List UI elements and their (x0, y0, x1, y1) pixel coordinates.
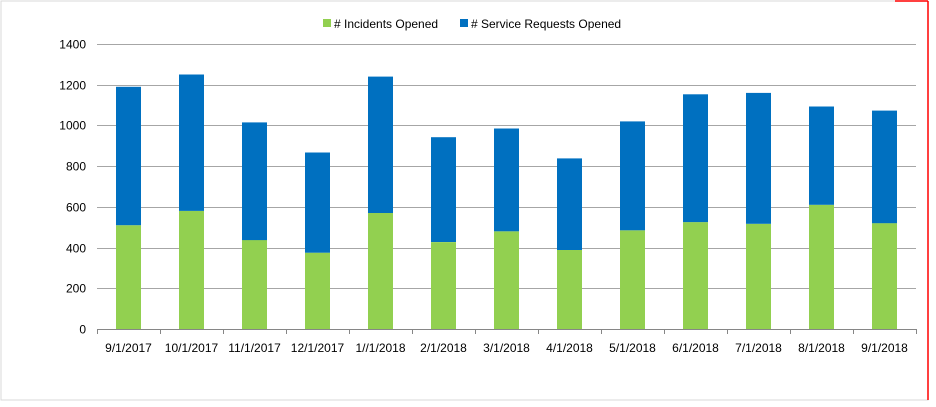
x-tick-label: 7/1/2018 (735, 341, 782, 355)
bar-service-requests-opened (494, 128, 519, 232)
x-tick-label: 11/1/2017 (228, 341, 281, 355)
bar-service-requests-opened (431, 137, 456, 242)
bar-service-requests-opened (305, 152, 330, 253)
bar-incidents-opened (746, 223, 771, 329)
x-tick-label: 8/1/2018 (798, 341, 845, 355)
bar-incidents-opened (179, 210, 204, 329)
x-tick-label: 6/1/2018 (672, 341, 719, 355)
x-tick-label: 5/1/2018 (609, 341, 656, 355)
bar-service-requests-opened (368, 76, 393, 213)
legend-swatch (323, 19, 331, 27)
x-tick-label: 2/1/2018 (420, 341, 467, 355)
y-tick-label: 1200 (59, 79, 86, 93)
bar-incidents-opened (494, 231, 519, 329)
bar-incidents-opened (368, 213, 393, 329)
legend-swatch (460, 19, 468, 27)
bar-incidents-opened (809, 204, 834, 329)
bars (116, 74, 897, 329)
bar-incidents-opened (116, 225, 141, 329)
bar-service-requests-opened (683, 94, 708, 223)
bar-service-requests-opened (746, 92, 771, 224)
bar-service-requests-opened (242, 122, 267, 241)
y-tick-label: 1000 (59, 119, 86, 133)
bar-service-requests-opened (809, 106, 834, 205)
bar-incidents-opened (557, 250, 582, 329)
legend-label: # Service Requests Opened (471, 17, 621, 31)
y-tick-label: 400 (66, 242, 86, 256)
bar-service-requests-opened (116, 86, 141, 226)
bar-incidents-opened (872, 223, 897, 329)
y-tick-label: 200 (66, 282, 86, 296)
x-tick-label: 1//1/2018 (355, 341, 405, 355)
x-tick-label: 10/1/2017 (165, 341, 219, 355)
x-tick-label: 3/1/2018 (483, 341, 530, 355)
y-axis: 0 200 400 600 800 1000 1200 1400 (59, 38, 86, 337)
bar-incidents-opened (620, 230, 645, 329)
x-tick-label: 9/1/2017 (105, 341, 152, 355)
bar-service-requests-opened (620, 121, 645, 231)
bar-incidents-opened (242, 240, 267, 329)
x-tick-label: 12/1/2017 (291, 341, 345, 355)
bar-service-requests-opened (179, 74, 204, 211)
x-tick-label: 9/1/2018 (861, 341, 908, 355)
y-tick-label: 0 (79, 323, 86, 337)
x-axis: 9/1/2017 10/1/2017 11/1/2017 12/1/2017 1//1/… (97, 329, 917, 355)
bar-service-requests-opened (872, 110, 897, 224)
y-tick-label: 1400 (59, 38, 86, 52)
bar-service-requests-opened (557, 158, 582, 250)
legend: # Incidents Opened # Service Requests Ope… (323, 17, 621, 31)
bar-incidents-opened (683, 222, 708, 329)
bar-incidents-opened (305, 252, 330, 329)
legend-label: # Incidents Opened (334, 17, 438, 31)
x-tick-label: 4/1/2018 (546, 341, 593, 355)
y-tick-label: 600 (66, 201, 86, 215)
y-tick-label: 800 (66, 160, 86, 174)
chart-area-border (0, 0, 929, 401)
bar-incidents-opened (431, 242, 456, 329)
